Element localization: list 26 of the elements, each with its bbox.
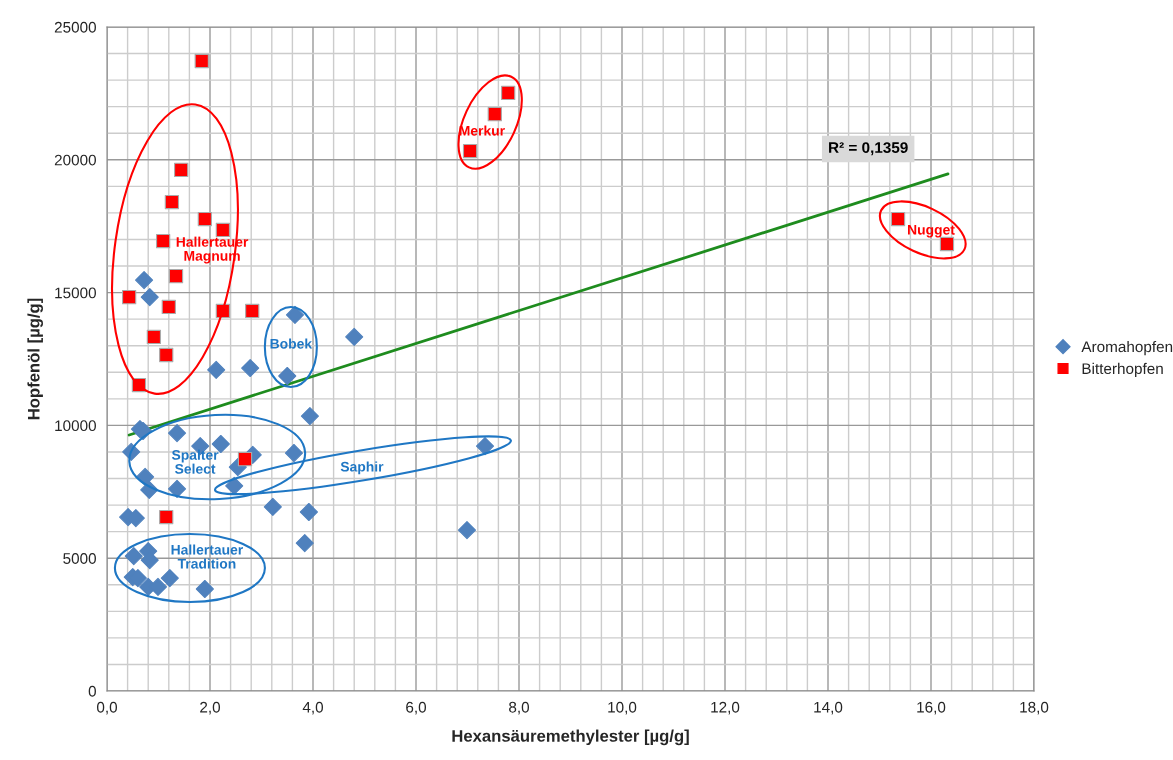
y-tick-label: 0 <box>88 685 96 697</box>
annotation: Nugget <box>908 224 955 238</box>
y-axis-title: Hopfenöl [µg/g] <box>27 298 43 420</box>
legend-label: Aromahopfen <box>1081 340 1173 356</box>
x-tick-label: 4,0 <box>302 701 324 715</box>
annotation: Hallertauer Tradition <box>171 544 243 569</box>
x-tick-label: 6,0 <box>406 701 427 715</box>
x-tick-label: 18,0 <box>1020 701 1049 715</box>
x-axis-title: Hexansäuremethylester [µg/g] <box>452 729 689 746</box>
y-tick-label: 25000 <box>54 21 96 33</box>
legend-label: Bitterhopfen <box>1082 362 1163 378</box>
x-tick-label: 16,0 <box>917 701 946 715</box>
y-tick-label: 20000 <box>54 154 96 166</box>
x-tick-label: 0,0 <box>96 701 118 715</box>
x-tick-label: 8,0 <box>509 701 530 715</box>
x-tick-label: 14,0 <box>814 701 843 715</box>
annotation: Saphir <box>340 461 384 475</box>
annotation: R² = 0,1359 <box>829 142 908 156</box>
annotation: Bobek <box>270 338 313 349</box>
x-tick-label: 10,0 <box>608 701 637 715</box>
y-tick-label: 15000 <box>55 287 96 299</box>
annotation: Spalter Select <box>171 449 219 474</box>
x-tick-label: 12,0 <box>711 701 740 715</box>
y-tick-label: 10000 <box>55 420 96 432</box>
y-tick-label: 5000 <box>63 553 96 564</box>
x-tick-label: 2,0 <box>200 701 221 715</box>
